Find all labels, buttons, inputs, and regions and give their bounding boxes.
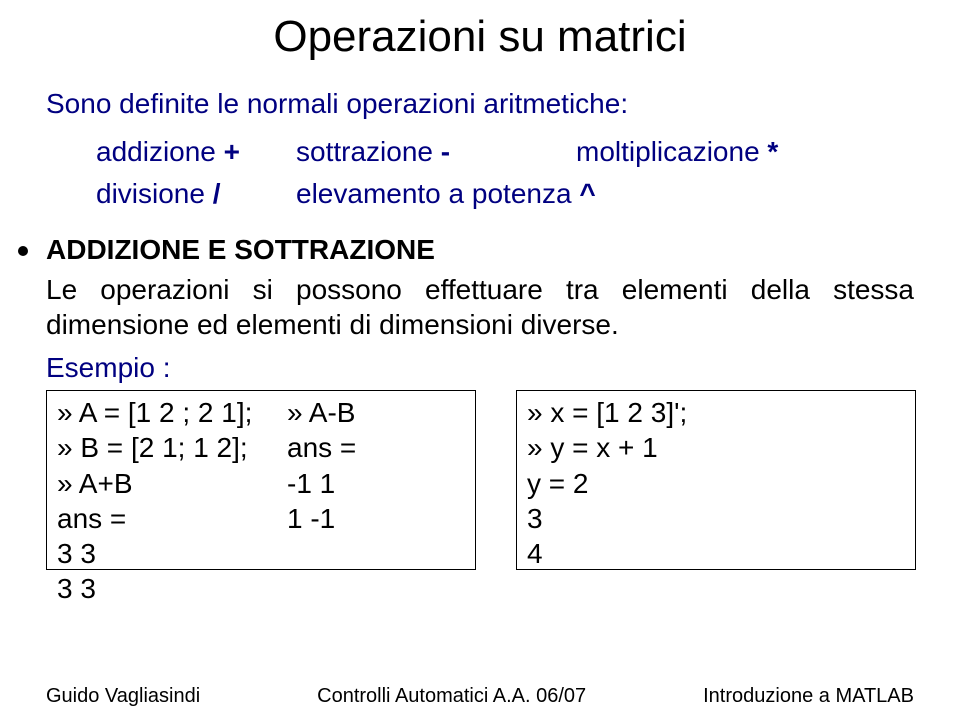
footer-course: Controlli Automatici A.A. 06/07: [317, 685, 586, 708]
code-box-matrix: » A = [1 2 ; 2 1]; » B = [2 1; 1 2]; » A…: [46, 390, 476, 570]
op-sub-label: sottrazione: [296, 136, 433, 167]
op-add-label: addizione: [96, 136, 216, 167]
footer-topic: Introduzione a MATLAB: [703, 685, 914, 708]
code-line: » A-B: [287, 395, 465, 430]
code-line: 3 3: [57, 571, 287, 606]
code-box-vector: » x = [1 2 3]'; » y = x + 1 y = 2 3 4: [516, 390, 916, 570]
code-line: 3: [527, 501, 905, 536]
code-line: 1 -1: [287, 501, 465, 536]
code-line: » A+B: [57, 466, 287, 501]
op-mul-label: moltiplicazione: [576, 136, 760, 167]
op-pow-label: elevamento a potenza: [296, 178, 572, 209]
slide-title: Operazioni su matrici: [0, 0, 960, 62]
footer-author: Guido Vagliasindi: [46, 685, 200, 708]
section-description: Le operazioni si possono effettuare tra …: [0, 266, 960, 342]
code-line: 4: [527, 536, 905, 571]
code-line: 3 3: [57, 536, 287, 571]
section-heading: ADDIZIONE E SOTTRAZIONE: [0, 220, 960, 266]
intro-text: Sono definite le normali operazioni arit…: [0, 62, 960, 120]
bullet-icon: [18, 246, 28, 256]
code-line: » x = [1 2 3]';: [527, 395, 905, 430]
code-line: ans =: [57, 501, 287, 536]
code-line: y = 2: [527, 466, 905, 501]
code-line: » y = x + 1: [527, 430, 905, 465]
footer: Guido Vagliasindi Controlli Automatici A…: [0, 685, 960, 708]
code-line: -1 1: [287, 466, 465, 501]
op-sub-symbol: -: [441, 136, 450, 167]
code-line: » B = [2 1; 1 2];: [57, 430, 287, 465]
operator-grid: addizione + sottrazione - moltiplicazion…: [0, 120, 960, 210]
op-pow-symbol: ^: [579, 178, 595, 209]
op-div-label: divisione: [96, 178, 205, 209]
example-label: Esempio :: [0, 342, 960, 384]
op-add-symbol: +: [224, 136, 240, 167]
code-line: » A = [1 2 ; 2 1];: [57, 395, 287, 430]
op-mul-symbol: *: [767, 136, 778, 167]
code-area: » A = [1 2 ; 2 1]; » B = [2 1; 1 2]; » A…: [46, 390, 914, 598]
op-div-symbol: /: [213, 178, 221, 209]
code-line: ans =: [287, 430, 465, 465]
